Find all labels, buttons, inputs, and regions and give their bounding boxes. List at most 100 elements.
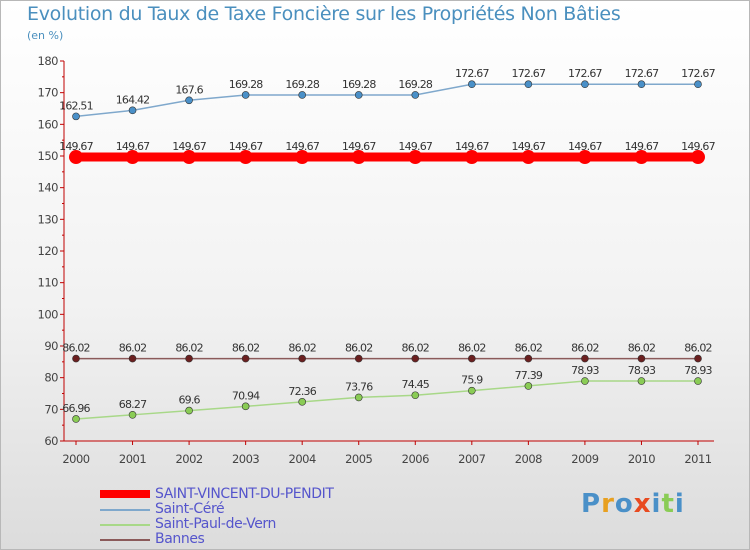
data-label: 77.39 <box>515 369 543 382</box>
y-tick-label: 130 <box>38 212 59 226</box>
y-tick-label: 180 <box>38 54 59 68</box>
y-tick-label: 150 <box>38 149 59 163</box>
data-label: 69.6 <box>178 394 200 407</box>
data-point <box>468 80 476 89</box>
data-point <box>185 96 193 105</box>
data-point <box>185 354 193 363</box>
y-tick-label: 70 <box>44 402 58 416</box>
data-label: 164.42 <box>116 93 150 106</box>
legend-label: Saint-Paul-de-Vern <box>155 516 276 532</box>
x-tick-label: 2001 <box>119 452 146 466</box>
data-label: 86.02 <box>119 342 147 355</box>
data-label: 172.67 <box>681 67 715 80</box>
data-point <box>411 391 420 400</box>
data-point <box>298 354 306 363</box>
data-point <box>634 150 649 165</box>
data-label: 86.02 <box>628 342 656 355</box>
logo-letter: o <box>614 489 634 519</box>
y-tick-label: 100 <box>38 307 59 321</box>
data-label: 78.93 <box>571 364 599 377</box>
data-point <box>69 150 83 165</box>
series-line-2 <box>75 380 698 420</box>
legend-swatch <box>100 490 150 498</box>
data-label: 149.67 <box>512 140 546 153</box>
data-point <box>581 354 589 363</box>
data-point <box>354 393 363 402</box>
data-point <box>185 406 193 415</box>
y-tick-label: 110 <box>38 276 59 290</box>
data-label: 86.02 <box>515 342 543 355</box>
data-label: 70.94 <box>232 389 260 402</box>
data-label: 86.02 <box>232 342 260 355</box>
data-point <box>241 354 250 363</box>
x-tick-label: 2009 <box>571 452 598 466</box>
data-point <box>354 91 363 99</box>
x-tick-label: 2003 <box>232 452 259 466</box>
data-point <box>464 150 479 165</box>
y-tick-label: 120 <box>38 244 59 258</box>
data-point <box>581 377 589 385</box>
y-tick-label: 60 <box>44 434 58 448</box>
x-tick-label: 2006 <box>402 452 429 466</box>
data-label: 169.28 <box>285 78 319 91</box>
data-point <box>238 150 253 165</box>
data-label: 149.67 <box>59 140 93 153</box>
legend-label: Saint-Céré <box>155 501 225 517</box>
data-point <box>691 150 705 165</box>
data-point <box>351 150 366 165</box>
data-point <box>411 354 420 363</box>
legend-swatch <box>100 524 150 526</box>
series-line-1 <box>75 83 698 118</box>
logo-letter: i <box>651 489 662 519</box>
x-tick-label: 2007 <box>458 452 485 466</box>
y-tick-label: 160 <box>38 117 59 131</box>
legend-label: SAINT-VINCENT-DU-PENDIT <box>155 486 334 502</box>
data-label: 149.67 <box>285 140 319 153</box>
data-point <box>581 80 589 89</box>
data-point <box>128 411 137 419</box>
data-label: 75.9 <box>461 374 483 387</box>
data-label: 149.67 <box>681 140 715 153</box>
data-point <box>298 91 306 99</box>
data-label: 86.02 <box>684 342 712 355</box>
data-point <box>694 377 702 385</box>
data-label: 68.27 <box>119 398 147 411</box>
data-point <box>694 80 702 89</box>
data-point <box>637 377 646 385</box>
y-tick-label: 80 <box>44 371 58 385</box>
logo-letter: i <box>674 489 685 519</box>
data-label: 72.36 <box>288 385 316 398</box>
data-label: 149.67 <box>229 140 263 153</box>
data-point <box>72 354 80 363</box>
data-point <box>72 112 80 121</box>
data-point <box>241 91 250 99</box>
data-label: 172.67 <box>625 67 659 80</box>
data-label: 149.67 <box>568 140 602 153</box>
y-tick-label: 90 <box>44 339 58 353</box>
data-label: 172.67 <box>568 67 602 80</box>
legend-swatch <box>100 539 150 541</box>
data-label: 66.96 <box>62 402 90 415</box>
x-tick-label: 2005 <box>345 452 372 466</box>
data-label: 74.45 <box>402 378 430 391</box>
data-label: 149.67 <box>116 140 150 153</box>
data-label: 86.02 <box>402 342 430 355</box>
data-label: 172.67 <box>512 67 546 80</box>
x-tick-label: 2004 <box>289 452 316 466</box>
data-point <box>524 382 533 390</box>
data-point <box>637 80 646 89</box>
data-label: 86.02 <box>62 342 90 355</box>
data-point <box>524 80 533 89</box>
data-point <box>295 150 310 165</box>
x-tick-label: 2010 <box>628 452 655 466</box>
data-label: 149.67 <box>625 140 659 153</box>
data-point <box>182 150 197 165</box>
data-label: 149.67 <box>455 140 489 153</box>
data-label: 86.02 <box>458 342 486 355</box>
data-label: 86.02 <box>288 342 316 355</box>
unit-label: (en %) <box>27 29 64 42</box>
data-point <box>298 398 306 406</box>
data-label: 149.67 <box>172 140 206 153</box>
